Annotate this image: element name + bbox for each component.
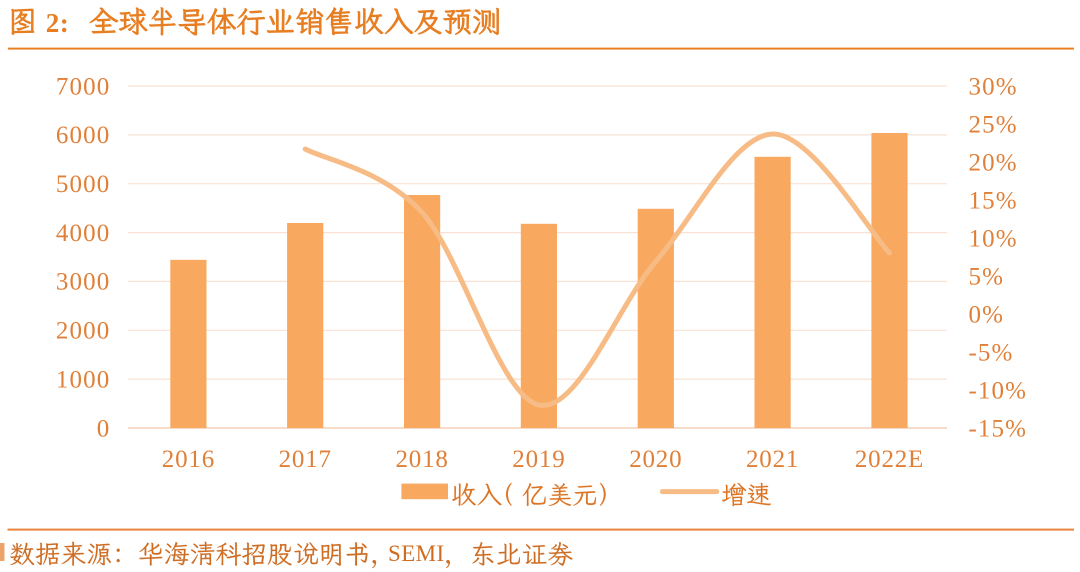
svg-text:0%: 0%	[969, 301, 1005, 328]
svg-text:2:: 2:	[46, 8, 69, 38]
svg-text:1000: 1000	[56, 366, 110, 393]
svg-text:10%: 10%	[969, 225, 1018, 252]
svg-text:-15%: -15%	[969, 415, 1028, 442]
svg-text:20%: 20%	[969, 149, 1018, 176]
svg-text:15%: 15%	[969, 187, 1018, 214]
svg-text:-10%: -10%	[969, 377, 1028, 404]
svg-text:7000: 7000	[56, 73, 110, 100]
svg-text:2020: 2020	[629, 446, 682, 473]
svg-text:2021: 2021	[746, 446, 799, 473]
svg-text:5000: 5000	[56, 171, 110, 198]
svg-text:30%: 30%	[969, 73, 1018, 100]
svg-text:SEMI: SEMI	[388, 541, 445, 566]
svg-text:6000: 6000	[56, 122, 110, 149]
svg-text:2018: 2018	[395, 446, 448, 473]
svg-text:2019: 2019	[512, 446, 565, 473]
svg-text:2017: 2017	[279, 446, 332, 473]
svg-text:5%: 5%	[969, 263, 1005, 290]
svg-text:2000: 2000	[56, 318, 110, 345]
svg-text:2016: 2016	[162, 446, 215, 473]
svg-text:2022E: 2022E	[855, 446, 924, 473]
svg-text:3000: 3000	[56, 269, 110, 296]
svg-text:0: 0	[97, 415, 111, 442]
svg-text:4000: 4000	[56, 220, 110, 247]
svg-text:25%: 25%	[969, 111, 1018, 138]
svg-text:-5%: -5%	[969, 339, 1014, 366]
